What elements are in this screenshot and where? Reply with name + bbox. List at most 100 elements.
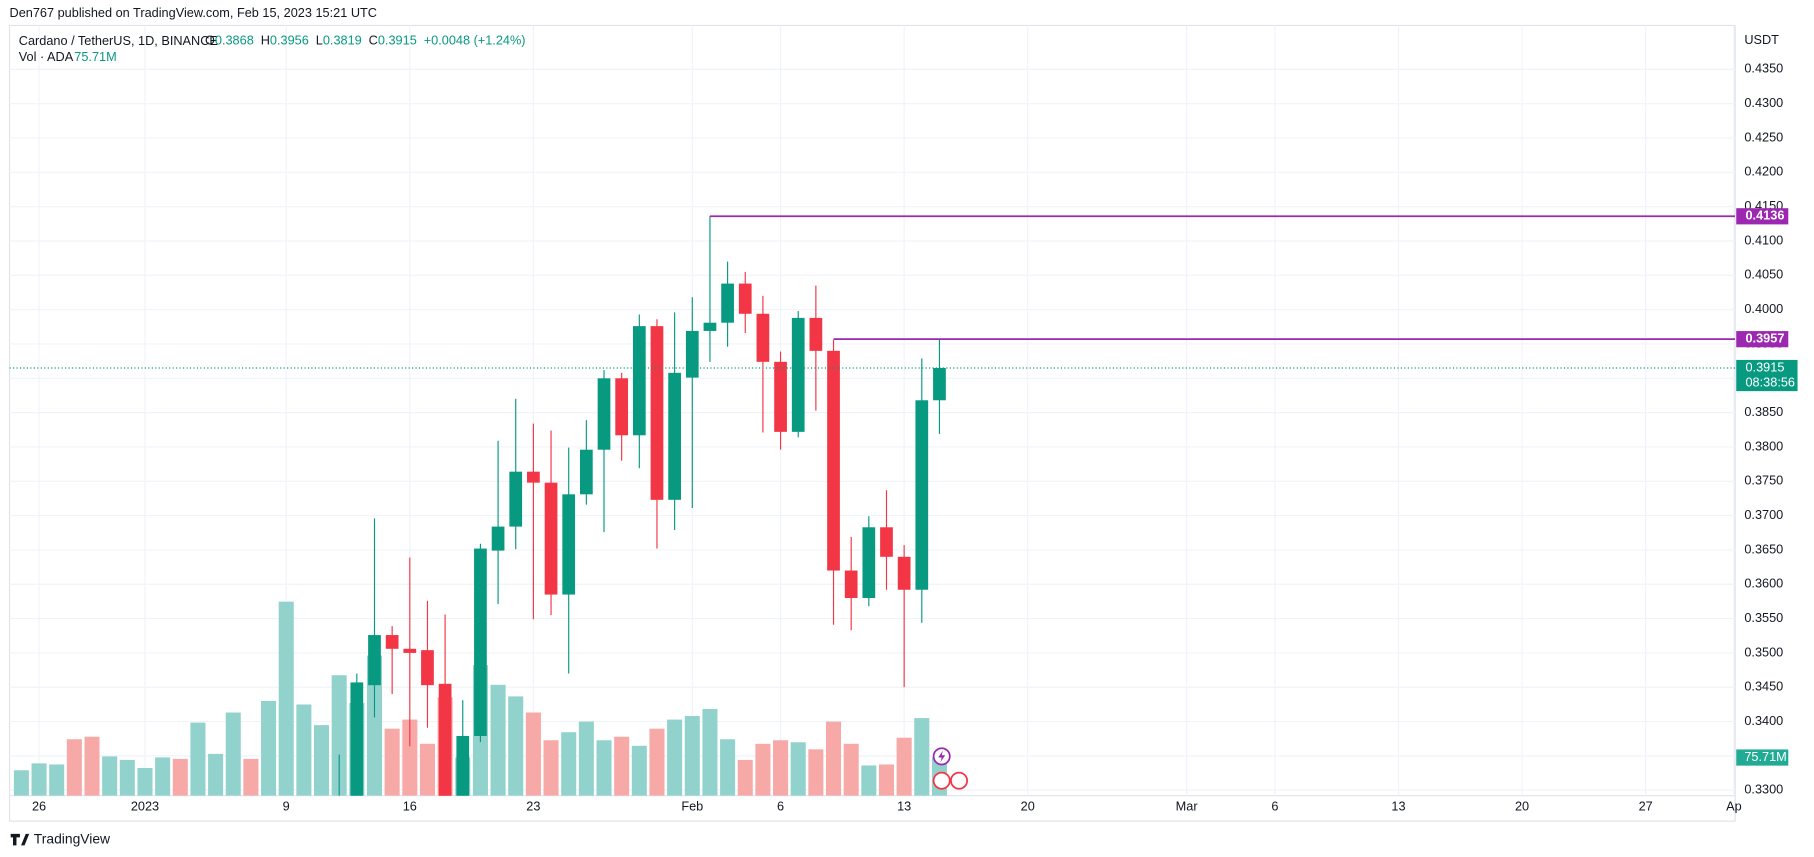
volume-bar xyxy=(861,765,877,796)
candle-body xyxy=(456,735,470,796)
ohlc-value: 0.3915 xyxy=(378,33,417,48)
ohlc-value: 0.3868 xyxy=(215,33,254,48)
ohlc-key: C xyxy=(369,33,378,48)
candle-body xyxy=(632,326,646,436)
volume-bar xyxy=(190,722,206,796)
volume-label: 75.71M xyxy=(1744,749,1786,764)
candle-body xyxy=(368,635,381,686)
symbol: Cardano / TetherUS, 1D, BINANCE xyxy=(19,33,218,48)
volume-bar xyxy=(261,700,277,796)
volume-bar xyxy=(773,740,789,796)
y-tick-label: 0.4250 xyxy=(1744,129,1783,144)
candle-body xyxy=(933,368,946,401)
volume-bar xyxy=(614,736,630,796)
volume-bar xyxy=(225,712,241,796)
volume-bar xyxy=(155,757,171,796)
candle-body xyxy=(791,317,805,432)
volume-bar xyxy=(878,764,895,796)
candle-body xyxy=(385,635,399,649)
y-tick-label: 0.3700 xyxy=(1744,507,1783,522)
ohlc-key: O xyxy=(205,33,215,48)
y-tick-label: 0.3850 xyxy=(1744,404,1783,419)
candle-body xyxy=(809,317,823,351)
volume-bar xyxy=(843,743,859,796)
change: +0.0048 (+1.24%) xyxy=(424,33,526,48)
volume-bar xyxy=(384,728,400,796)
ohlc-value: 0.3956 xyxy=(270,33,309,48)
volume-bar xyxy=(649,728,665,796)
countdown: 08:38:56 xyxy=(1745,374,1795,389)
x-tick-label: 26 xyxy=(32,799,46,814)
y-tick-label: 0.4100 xyxy=(1744,232,1783,247)
x-tick-label: 27 xyxy=(1639,799,1653,814)
axis-unit: USDT xyxy=(1744,32,1779,47)
x-tick-label: 20 xyxy=(1021,799,1035,814)
volume-bar xyxy=(296,704,312,796)
volume-bar xyxy=(208,753,224,796)
candles xyxy=(338,216,946,796)
x-tick-label: 2023 xyxy=(131,799,159,814)
volume-bar xyxy=(684,716,700,796)
volume-bar xyxy=(914,718,930,796)
candle-body xyxy=(738,283,752,314)
volume-bar xyxy=(667,719,683,796)
y-tick-label: 0.3550 xyxy=(1744,610,1783,625)
volume-bar xyxy=(737,759,753,796)
level-label: 0.3957 xyxy=(1745,331,1784,346)
candle-body xyxy=(844,570,858,598)
volume-bar xyxy=(419,743,435,796)
y-tick-label: 0.4000 xyxy=(1744,301,1783,316)
y-tick-label: 0.4300 xyxy=(1744,95,1783,110)
volume-bar xyxy=(790,742,806,796)
y-tick-label: 0.4200 xyxy=(1744,164,1783,179)
candle-body xyxy=(544,482,558,595)
level-label-bg xyxy=(1736,208,1789,225)
volume-bar xyxy=(31,763,47,796)
y-tick-label: 0.3450 xyxy=(1744,679,1783,694)
volume-bar xyxy=(66,739,82,796)
candle-body xyxy=(509,471,523,527)
x-tick-label: 23 xyxy=(526,799,540,814)
volume-bar xyxy=(720,739,736,796)
volume-title: Vol · ADA xyxy=(19,49,74,64)
volume-bar xyxy=(490,684,506,796)
candle-body xyxy=(650,326,664,500)
candle-body xyxy=(862,527,876,598)
candle-body xyxy=(403,648,417,653)
x-tick-label: 6 xyxy=(1271,799,1278,814)
candle-body xyxy=(562,494,576,595)
x-tick-label: Mar xyxy=(1176,799,1199,814)
candle-body xyxy=(438,683,452,796)
level-label-bg xyxy=(1736,331,1789,348)
volume-bar xyxy=(596,740,612,796)
y-tick-label: 0.3800 xyxy=(1744,438,1783,453)
ohlc-legend: O0.3868 H0.3956 L0.3819 C0.3915 +0.0048 (+1.… xyxy=(205,33,526,48)
volume-label-bg xyxy=(1736,749,1789,766)
last-price-label: 0.3915 xyxy=(1745,359,1784,374)
volume-legend: 75.71M xyxy=(74,49,116,64)
x-tick-label: 13 xyxy=(897,799,911,814)
level-label: 0.4136 xyxy=(1745,208,1784,223)
candle-body xyxy=(491,526,505,551)
volume-bar xyxy=(366,655,383,796)
volume-bar xyxy=(631,745,647,796)
event-icons xyxy=(932,747,969,790)
volume-bar xyxy=(808,749,824,796)
volume-bar xyxy=(826,721,842,796)
y-tick-label: 0.4350 xyxy=(1744,61,1783,76)
volume-bar xyxy=(561,732,577,796)
footer: TradingView xyxy=(34,830,111,846)
volume-bar xyxy=(172,758,188,796)
candle-body xyxy=(685,330,699,378)
volume-bar xyxy=(243,758,259,796)
candle-body xyxy=(915,400,929,590)
ohlc-value: 0.3819 xyxy=(323,33,362,48)
y-tick-label: 0.3300 xyxy=(1744,782,1783,797)
volume-bar xyxy=(896,737,912,796)
volume-bar xyxy=(755,743,771,796)
volume-bar xyxy=(402,719,418,796)
candle-body xyxy=(668,372,681,500)
header: Den767 published on TradingView.com, Feb… xyxy=(10,5,377,20)
volume-bar xyxy=(508,696,524,796)
volume-bar xyxy=(278,601,294,796)
